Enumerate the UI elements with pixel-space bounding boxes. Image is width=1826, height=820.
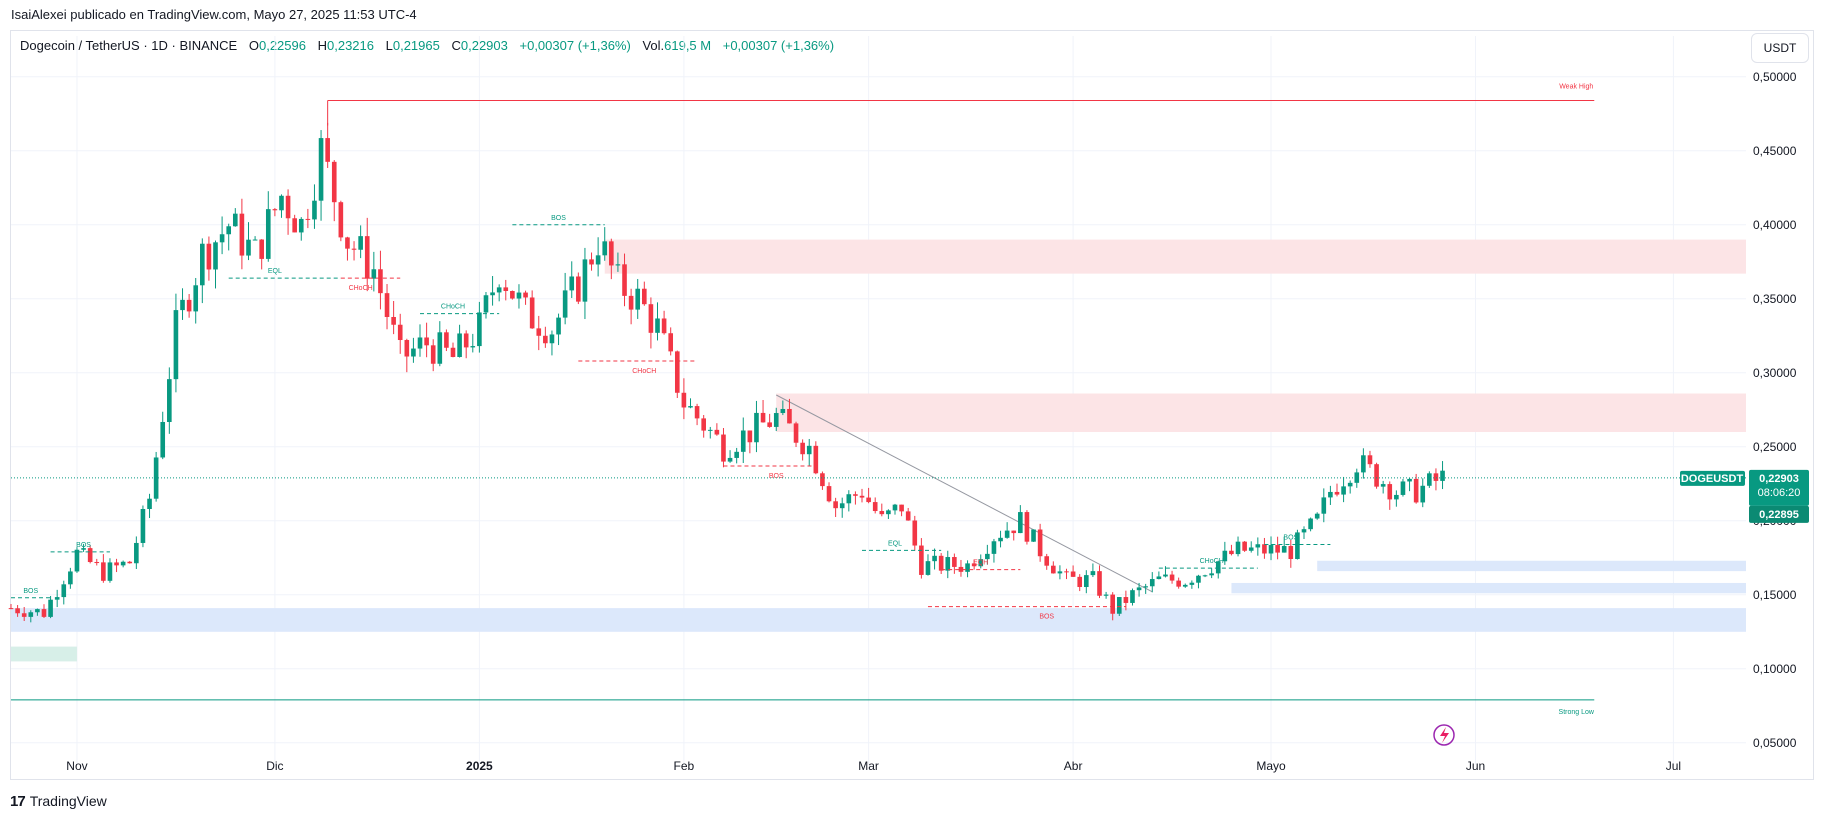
symbol-legend: Dogecoin / TetherUS · 1D · BINANCE O0,22… — [20, 38, 834, 53]
high-label: H — [317, 38, 327, 53]
price-change: +0,00307 (+1,36%) — [519, 38, 631, 53]
volume-label: Vol. — [642, 38, 665, 53]
footer-brand[interactable]: 17 TradingView — [10, 789, 107, 813]
currency-button[interactable]: USDT — [1751, 33, 1809, 63]
close-value: 0,22903 — [460, 38, 508, 53]
volume-change: +0,00307 (+1,36%) — [722, 38, 835, 53]
close-label: C — [451, 38, 461, 53]
open-value: 0,22596 — [258, 38, 306, 53]
open-label: O — [248, 38, 259, 53]
publish-info: IsaiAlexei publicado en TradingView.com,… — [0, 0, 1826, 30]
high-value: 0,23216 — [327, 38, 374, 53]
low-value: 0,21965 — [392, 38, 440, 53]
brand-name: TradingView — [29, 793, 107, 809]
volume-value: 619,5 M — [664, 38, 712, 53]
low-label: L — [385, 38, 393, 53]
tradingview-logo-icon: 17 — [10, 792, 26, 810]
chart-frame[interactable] — [10, 30, 1814, 780]
publish-line: IsaiAlexei publicado en TradingView.com,… — [11, 7, 417, 22]
symbol-name[interactable]: Dogecoin / TetherUS · 1D · BINANCE — [20, 38, 238, 53]
